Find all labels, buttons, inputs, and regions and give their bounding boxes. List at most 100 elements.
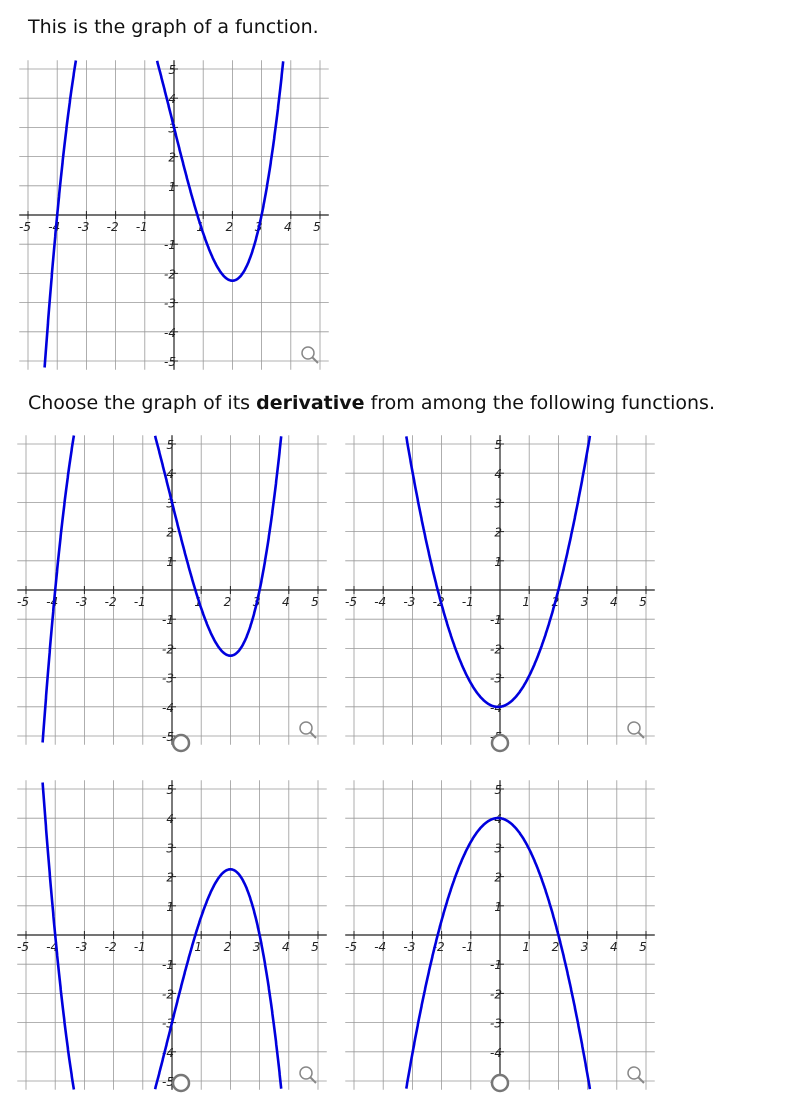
x-tick-label: -4 xyxy=(374,940,386,954)
y-tick-label: 1 xyxy=(494,900,502,914)
y-tick-label: -4 xyxy=(162,701,174,715)
curve xyxy=(405,435,592,709)
x-tick-label: -4 xyxy=(48,220,60,234)
y-tick-label: -5 xyxy=(164,355,176,369)
x-tick-label: -4 xyxy=(46,940,58,954)
y-tick-label: 1 xyxy=(494,555,502,569)
y-tick-label: 4 xyxy=(166,812,174,826)
x-tick-label: 4 xyxy=(610,595,618,609)
x-tick-label: -5 xyxy=(345,940,357,954)
question-text: from among the following functions. xyxy=(364,392,715,414)
y-tick-label: 5 xyxy=(166,783,174,797)
y-tick-label: 2 xyxy=(166,526,174,540)
y-tick-label: -2 xyxy=(162,642,174,656)
x-tick-label: 1 xyxy=(522,940,530,954)
y-tick-label: -2 xyxy=(490,987,502,1001)
x-tick-label: 3 xyxy=(581,940,589,954)
y-tick-label: -3 xyxy=(164,297,176,311)
x-tick-label: -1 xyxy=(462,595,474,609)
x-tick-label: 5 xyxy=(311,940,319,954)
x-tick-label: -2 xyxy=(107,220,119,234)
x-tick-label: -3 xyxy=(403,595,415,609)
x-tick-label: -5 xyxy=(17,940,29,954)
x-tick-label: 4 xyxy=(610,940,618,954)
y-tick-label: -2 xyxy=(164,267,176,281)
zoom-icon-handle xyxy=(311,356,319,364)
x-tick-label: -2 xyxy=(433,940,445,954)
y-tick-label: -3 xyxy=(162,1017,174,1031)
x-tick-label: 2 xyxy=(226,220,234,234)
x-tick-label: -1 xyxy=(462,940,474,954)
y-tick-label: -3 xyxy=(490,1017,502,1031)
curve xyxy=(405,816,592,1090)
x-tick-label: 2 xyxy=(552,940,560,954)
x-tick-label: 3 xyxy=(581,595,589,609)
zoom-icon-handle xyxy=(637,731,645,739)
x-tick-label: -4 xyxy=(46,595,58,609)
x-tick-label: -5 xyxy=(345,595,357,609)
y-tick-label: 2 xyxy=(494,871,502,885)
question: Choose the graph of its derivative from … xyxy=(28,392,715,414)
y-tick-label: -4 xyxy=(164,326,176,340)
zoom-icon[interactable] xyxy=(299,721,313,735)
y-tick-label: -2 xyxy=(490,642,502,656)
x-tick-label: 2 xyxy=(224,940,232,954)
x-tick-label: -3 xyxy=(75,940,87,954)
y-tick-label: 2 xyxy=(166,871,174,885)
x-tick-label: -4 xyxy=(374,595,386,609)
y-tick-label: 3 xyxy=(166,496,174,510)
x-tick-label: 1 xyxy=(194,940,202,954)
y-tick-label: -4 xyxy=(490,1046,502,1060)
x-tick-label: -1 xyxy=(134,940,146,954)
radio-button[interactable] xyxy=(171,1073,191,1093)
x-tick-label: 4 xyxy=(284,220,292,234)
curve xyxy=(41,782,283,1090)
question-text: Choose the graph of its xyxy=(28,392,257,414)
y-tick-label: 4 xyxy=(494,467,502,481)
x-tick-label: -5 xyxy=(17,595,29,609)
zoom-icon-handle xyxy=(309,1076,317,1084)
y-tick-label: 2 xyxy=(494,526,502,540)
x-tick-label: 5 xyxy=(639,595,647,609)
y-tick-label: -1 xyxy=(490,613,502,627)
x-tick-label: 5 xyxy=(311,595,319,609)
y-tick-label: 1 xyxy=(168,180,176,194)
x-tick-label: -1 xyxy=(136,220,148,234)
y-tick-label: 3 xyxy=(494,841,502,855)
x-tick-label: 5 xyxy=(639,940,647,954)
y-tick-label: 1 xyxy=(166,900,174,914)
y-tick-label: -2 xyxy=(162,987,174,1001)
zoom-icon[interactable] xyxy=(301,346,315,360)
x-tick-label: -2 xyxy=(433,595,445,609)
y-tick-label: 3 xyxy=(166,841,174,855)
radio-button[interactable] xyxy=(490,733,510,753)
curve xyxy=(41,435,283,743)
x-tick-label: 2 xyxy=(224,595,232,609)
x-tick-label: 4 xyxy=(282,940,290,954)
zoom-icon[interactable] xyxy=(627,1066,641,1080)
curve xyxy=(43,60,285,368)
zoom-icon[interactable] xyxy=(299,1066,313,1080)
y-tick-label: 2 xyxy=(168,151,176,165)
x-tick-label: 5 xyxy=(313,220,321,234)
y-tick-label: 3 xyxy=(494,496,502,510)
y-tick-label: -3 xyxy=(490,672,502,686)
x-tick-label: -3 xyxy=(77,220,89,234)
x-tick-label: -2 xyxy=(105,595,117,609)
x-tick-label: -3 xyxy=(75,595,87,609)
radio-button[interactable] xyxy=(171,733,191,753)
y-tick-label: -1 xyxy=(162,958,174,972)
y-tick-label: -4 xyxy=(162,1046,174,1060)
y-tick-label: 5 xyxy=(494,783,502,797)
zoom-icon[interactable] xyxy=(627,721,641,735)
x-tick-label: -5 xyxy=(19,220,31,234)
y-tick-label: -1 xyxy=(490,958,502,972)
y-tick-label: -5 xyxy=(162,1075,174,1089)
y-tick-label: 5 xyxy=(494,438,502,452)
radio-button[interactable] xyxy=(490,1073,510,1093)
